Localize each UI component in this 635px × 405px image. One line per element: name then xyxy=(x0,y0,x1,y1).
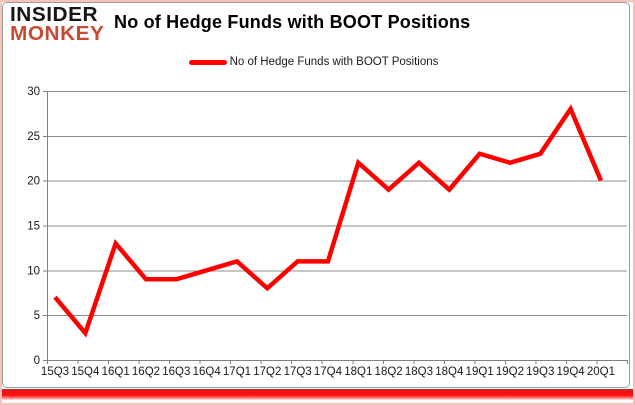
series-line xyxy=(53,104,604,338)
x-tick-label: 19Q2 xyxy=(496,366,524,378)
x-tick-label: 17Q4 xyxy=(314,366,343,378)
chart-title: No of Hedge Funds with BOOT Positions xyxy=(114,12,471,32)
x-tick-label: 18Q1 xyxy=(344,366,372,378)
y-tick-label: 15 xyxy=(27,221,40,233)
legend-line-swatch xyxy=(188,59,227,65)
x-tick-label: 17Q3 xyxy=(284,366,312,378)
y-tick-label: 20 xyxy=(27,176,40,188)
x-tick-label: 15Q3 xyxy=(41,366,69,378)
y-tick-label: 30 xyxy=(27,86,40,98)
x-tick-label: 17Q2 xyxy=(253,366,281,378)
x-tick-label: 18Q3 xyxy=(405,366,433,378)
y-tick-label: 5 xyxy=(34,310,40,322)
x-tick-label: 19Q3 xyxy=(526,366,554,378)
legend-label: No of Hedge Funds with BOOT Positions xyxy=(229,56,439,68)
y-tick-label: 0 xyxy=(34,355,40,367)
x-tick-label: 17Q1 xyxy=(223,366,251,378)
y-tick-label: 25 xyxy=(27,131,40,143)
x-tick-label: 16Q2 xyxy=(132,366,160,378)
x-tick-label: 18Q2 xyxy=(375,366,403,378)
bottom-accent-bar xyxy=(2,389,633,400)
x-tick-label: 20Q1 xyxy=(587,366,615,378)
x-tick-label: 19Q1 xyxy=(466,366,494,378)
insider-monkey-logo: INSIDER MONKEY xyxy=(10,4,105,45)
logo-text-insider: INSIDER xyxy=(10,4,99,26)
legend: No of Hedge Funds with BOOT Positions xyxy=(2,56,625,68)
logo-text-monkey: MONKEY xyxy=(10,23,105,45)
chart-panel xyxy=(2,2,630,388)
x-tick-label: 16Q4 xyxy=(193,366,222,378)
x-tick-label: 16Q1 xyxy=(102,366,130,378)
y-tick-label: 10 xyxy=(27,265,40,277)
x-tick-label: 18Q4 xyxy=(435,366,464,378)
x-tick-label: 19Q4 xyxy=(557,366,586,378)
x-tick-label: 16Q3 xyxy=(162,366,190,378)
x-tick-label: 15Q4 xyxy=(71,366,100,378)
